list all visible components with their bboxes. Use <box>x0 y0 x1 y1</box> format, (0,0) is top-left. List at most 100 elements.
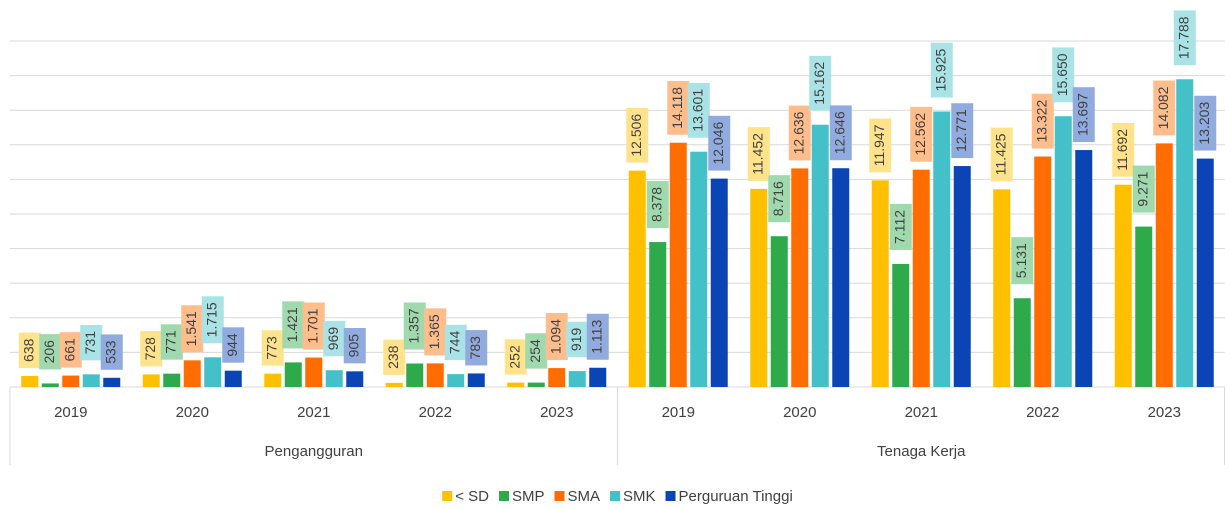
value-label-text: 1.715 <box>203 302 219 337</box>
legend-swatch <box>610 491 621 501</box>
bar <box>770 236 788 387</box>
value-label-text: 254 <box>527 339 543 363</box>
value-label-text: 1.094 <box>547 319 563 354</box>
value-label-box <box>403 302 426 350</box>
legend-swatch <box>554 491 565 501</box>
value-label: 1.357 <box>403 302 426 350</box>
value-label-box <box>586 313 609 360</box>
value-label: 254 <box>525 333 548 369</box>
bar <box>1054 116 1072 387</box>
x-tick-label: 2021 <box>905 404 938 421</box>
x-tick-label: 2023 <box>1148 404 1181 421</box>
bar <box>993 189 1011 387</box>
value-label-text: 1.541 <box>183 311 199 346</box>
value-label-box <box>809 55 832 111</box>
bar <box>933 111 951 387</box>
bar <box>507 382 525 387</box>
value-label-text: 14.118 <box>669 87 685 129</box>
value-label: 533 <box>100 334 123 370</box>
value-label-text: 15.162 <box>811 62 827 105</box>
value-label-text: 11.692 <box>1114 129 1130 171</box>
x-tick-label: 2022 <box>419 404 452 421</box>
value-label-box <box>667 80 690 135</box>
value-label-box <box>18 332 41 368</box>
value-label: 11.692 <box>1112 122 1135 177</box>
x-tick-label: 2019 <box>662 404 695 421</box>
value-label-text: 8.716 <box>770 181 786 216</box>
bar <box>1114 184 1132 387</box>
value-label-text: 728 <box>142 337 158 361</box>
value-label-text: 919 <box>568 328 584 352</box>
value-label: 7.112 <box>889 203 912 250</box>
bar <box>183 360 201 387</box>
bar <box>1176 79 1194 387</box>
value-label-text: 5.131 <box>1013 243 1029 278</box>
bar <box>426 363 444 387</box>
value-label: 12.771 <box>951 103 974 159</box>
bar <box>325 370 343 387</box>
value-label: 206 <box>39 334 62 370</box>
bar <box>710 178 728 387</box>
value-label-text: 9.271 <box>1134 171 1150 206</box>
bar <box>1013 298 1031 387</box>
value-label: 13.203 <box>1194 95 1217 151</box>
value-label-text: 1.365 <box>426 314 442 349</box>
legend-swatch <box>442 491 453 501</box>
value-label-text: 238 <box>385 345 401 369</box>
x-tick-label: 2020 <box>176 404 209 421</box>
value-label-box <box>100 334 123 370</box>
value-label-box <box>383 339 406 375</box>
value-label-box <box>788 105 811 161</box>
value-label-text: 13.601 <box>689 89 705 132</box>
value-label-box <box>323 320 346 357</box>
bar <box>447 374 465 387</box>
value-label: 11.947 <box>869 118 892 173</box>
bar <box>649 242 667 387</box>
value-label-box <box>869 118 892 173</box>
value-label: 1.094 <box>545 313 568 361</box>
bar <box>284 362 302 387</box>
bar <box>669 142 687 387</box>
value-label-box <box>525 333 548 369</box>
bar <box>142 374 160 387</box>
value-label: 252 <box>504 339 527 375</box>
value-label-box <box>140 331 163 367</box>
bar <box>1034 156 1052 387</box>
value-label: 638 <box>18 332 41 368</box>
legend-label: SMA <box>568 488 601 505</box>
value-label: 14.118 <box>667 80 690 135</box>
value-label: 13.697 <box>1072 87 1095 143</box>
value-label: 12.636 <box>788 105 811 161</box>
value-label-box <box>1132 165 1155 213</box>
value-label-text: 13.697 <box>1074 93 1090 136</box>
value-label-text: 13.322 <box>1033 99 1049 142</box>
value-label-box <box>201 296 224 344</box>
x-tick-label: 2023 <box>540 404 573 421</box>
value-label-box <box>566 321 589 358</box>
x-tick-label: 2020 <box>783 404 816 421</box>
value-label: 731 <box>80 324 103 361</box>
value-label: 11.452 <box>747 127 770 181</box>
value-label: 8.716 <box>768 175 791 223</box>
bar <box>750 188 768 387</box>
bar <box>811 124 829 388</box>
legend-swatch <box>665 491 676 501</box>
bar <box>1135 226 1153 387</box>
bar <box>264 373 282 387</box>
value-label-box <box>990 127 1013 182</box>
value-label-text: 14.082 <box>1155 86 1171 129</box>
legend-label: < SD <box>455 488 489 505</box>
value-label-text: 7.112 <box>891 210 907 244</box>
value-label-box <box>930 42 953 98</box>
value-label: 783 <box>465 330 488 366</box>
value-label: 5.131 <box>1011 237 1034 285</box>
x-tick-label: 2019 <box>54 404 87 421</box>
bar <box>1196 158 1214 387</box>
value-label-text: 252 <box>506 345 522 369</box>
value-label-box <box>222 327 245 363</box>
value-label-box <box>261 330 284 366</box>
legend-label: SMP <box>512 488 545 505</box>
bar <box>1075 150 1093 387</box>
value-label-text: 15.650 <box>1054 53 1070 96</box>
